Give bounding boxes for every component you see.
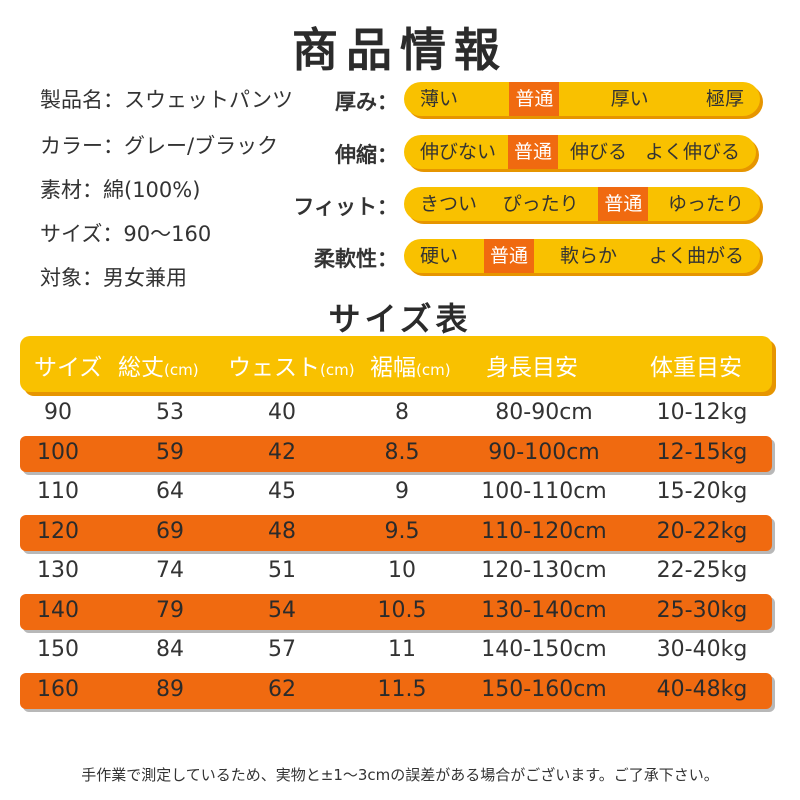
table-cell: 130-140cm — [481, 597, 607, 623]
scale-label: 伸縮： — [335, 143, 398, 167]
scale-option-selected: 普通 — [598, 187, 649, 221]
table-cell: 140 — [37, 597, 79, 623]
column-header: ウェスト(cm) — [228, 355, 355, 381]
table-cell: 120 — [37, 518, 79, 544]
spec-line: サイズ：90〜160 — [40, 222, 212, 246]
scale-label: 厚み： — [335, 90, 398, 114]
table-cell: 74 — [156, 558, 184, 583]
table-cell: 9 — [395, 479, 409, 504]
table-cell: 59 — [156, 439, 184, 465]
table-cell: 42 — [268, 439, 296, 465]
table-cell: 89 — [156, 676, 184, 702]
spec-line: 対象：男女兼用 — [40, 266, 187, 290]
table-row: 140 79 54 10.5 130-140cm 25-30kg — [20, 593, 772, 630]
scale-label: フィット： — [293, 195, 398, 219]
table-cell: 130 — [37, 558, 79, 583]
column-header: 身長目安 — [486, 355, 578, 381]
scale-option: 厚い — [610, 88, 649, 110]
scale-option: よく伸びる — [644, 141, 740, 163]
table-row: 160 89 62 11.5 150-160cm 40-48kg — [20, 672, 772, 709]
column-header: 裾幅(cm) — [370, 355, 451, 381]
table-cell: 54 — [268, 597, 296, 623]
scale-option: 極厚 — [705, 88, 744, 110]
table-cell: 140-150cm — [481, 637, 607, 662]
table-cell: 160 — [37, 676, 79, 702]
size-table-header: サイズ 総丈(cm) ウェスト(cm) 裾幅(cm) 身長目安 体重目安 — [20, 336, 772, 392]
table-row: 110 64 45 9 100-110cm 15-20kg — [20, 475, 772, 511]
table-cell: 110-120cm — [481, 518, 607, 544]
spec-line: 製品名：スウェットパンツ — [40, 88, 294, 112]
table-cell: 9.5 — [384, 518, 420, 544]
table-cell: 100 — [37, 439, 79, 465]
table-cell: 25-30kg — [656, 597, 748, 623]
table-cell: 11 — [388, 637, 416, 662]
table-row: 120 69 48 9.5 110-120cm 20-22kg — [20, 514, 772, 551]
table-row: 130 74 51 10 120-130cm 22-25kg — [20, 554, 772, 590]
table-cell: 69 — [156, 518, 184, 544]
table-cell: 100-110cm — [481, 479, 607, 504]
scale-bar: 薄い 普通 厚い 極厚 — [404, 82, 760, 116]
table-cell: 62 — [268, 676, 296, 702]
table-cell: 10-12kg — [656, 400, 748, 425]
table-cell: 110 — [37, 479, 79, 504]
spec-line: カラー：グレー/ブラック — [40, 134, 279, 158]
table-cell: 20-22kg — [656, 518, 748, 544]
table-cell: 10 — [388, 558, 416, 583]
scale-option-selected: 普通 — [483, 239, 534, 273]
table-cell: 12-15kg — [656, 439, 748, 465]
table-cell: 150 — [37, 637, 79, 662]
column-header: サイズ — [34, 355, 103, 381]
table-cell: 90 — [44, 400, 72, 425]
table-cell: 53 — [156, 400, 184, 425]
scale-option-selected: 普通 — [507, 135, 558, 169]
table-cell: 120-130cm — [481, 558, 607, 583]
table-cell: 40 — [268, 400, 296, 425]
scale-option: 伸びない — [420, 141, 497, 163]
page-title: 商品情報 — [292, 23, 508, 77]
scale-option: 伸びる — [569, 141, 627, 163]
table-cell: 22-25kg — [656, 558, 748, 583]
scale-option: きつい — [420, 193, 478, 215]
table-cell: 15-20kg — [656, 479, 748, 504]
table-cell: 57 — [268, 637, 296, 662]
scale-option: 軟らか — [559, 245, 617, 267]
table-cell: 8 — [395, 400, 409, 425]
table-cell: 11.5 — [377, 676, 427, 702]
table-cell: 48 — [268, 518, 296, 544]
table-cell: 10.5 — [377, 597, 427, 623]
scale-option: よく曲がる — [648, 245, 744, 267]
table-row: 100 59 42 8.5 90-100cm 12-15kg — [20, 435, 772, 472]
table-cell: 79 — [156, 597, 184, 623]
table-cell: 8.5 — [384, 439, 420, 465]
table-cell: 80-90cm — [495, 400, 593, 425]
scale-bar: きつい ぴったり 普通 ゆったり — [404, 187, 760, 221]
size-table-title: サイズ表 — [328, 300, 472, 338]
table-row: 150 84 57 11 140-150cm 30-40kg — [20, 633, 772, 669]
scale-label: 柔軟性： — [314, 247, 398, 271]
scale-bar: 伸びない 普通 伸びる よく伸びる — [404, 135, 756, 169]
table-cell: 40-48kg — [656, 676, 748, 702]
scale-option: ゆったり — [667, 193, 744, 215]
measurement-note: 手作業で測定しているため、実物と±1〜3cmの誤差がある場合がございます。ご了承… — [81, 766, 719, 784]
table-cell: 30-40kg — [656, 637, 748, 662]
column-header: 体重目安 — [650, 355, 742, 381]
table-cell: 90-100cm — [488, 439, 600, 465]
scale-bar: 硬い 普通 軟らか よく曲がる — [404, 239, 760, 273]
table-cell: 64 — [156, 479, 184, 504]
spec-line: 素材：綿(100%) — [40, 178, 201, 202]
scale-option: 硬い — [420, 245, 459, 267]
table-row: 90 53 40 8 80-90cm 10-12kg — [20, 396, 772, 432]
column-header: 総丈(cm) — [118, 355, 199, 381]
table-cell: 150-160cm — [481, 676, 607, 702]
scale-option: ぴったり — [502, 193, 579, 215]
table-cell: 45 — [268, 479, 296, 504]
table-cell: 84 — [156, 637, 184, 662]
scale-option: 薄い — [420, 88, 459, 110]
scale-option-selected: 普通 — [509, 82, 560, 116]
table-cell: 51 — [268, 558, 296, 583]
